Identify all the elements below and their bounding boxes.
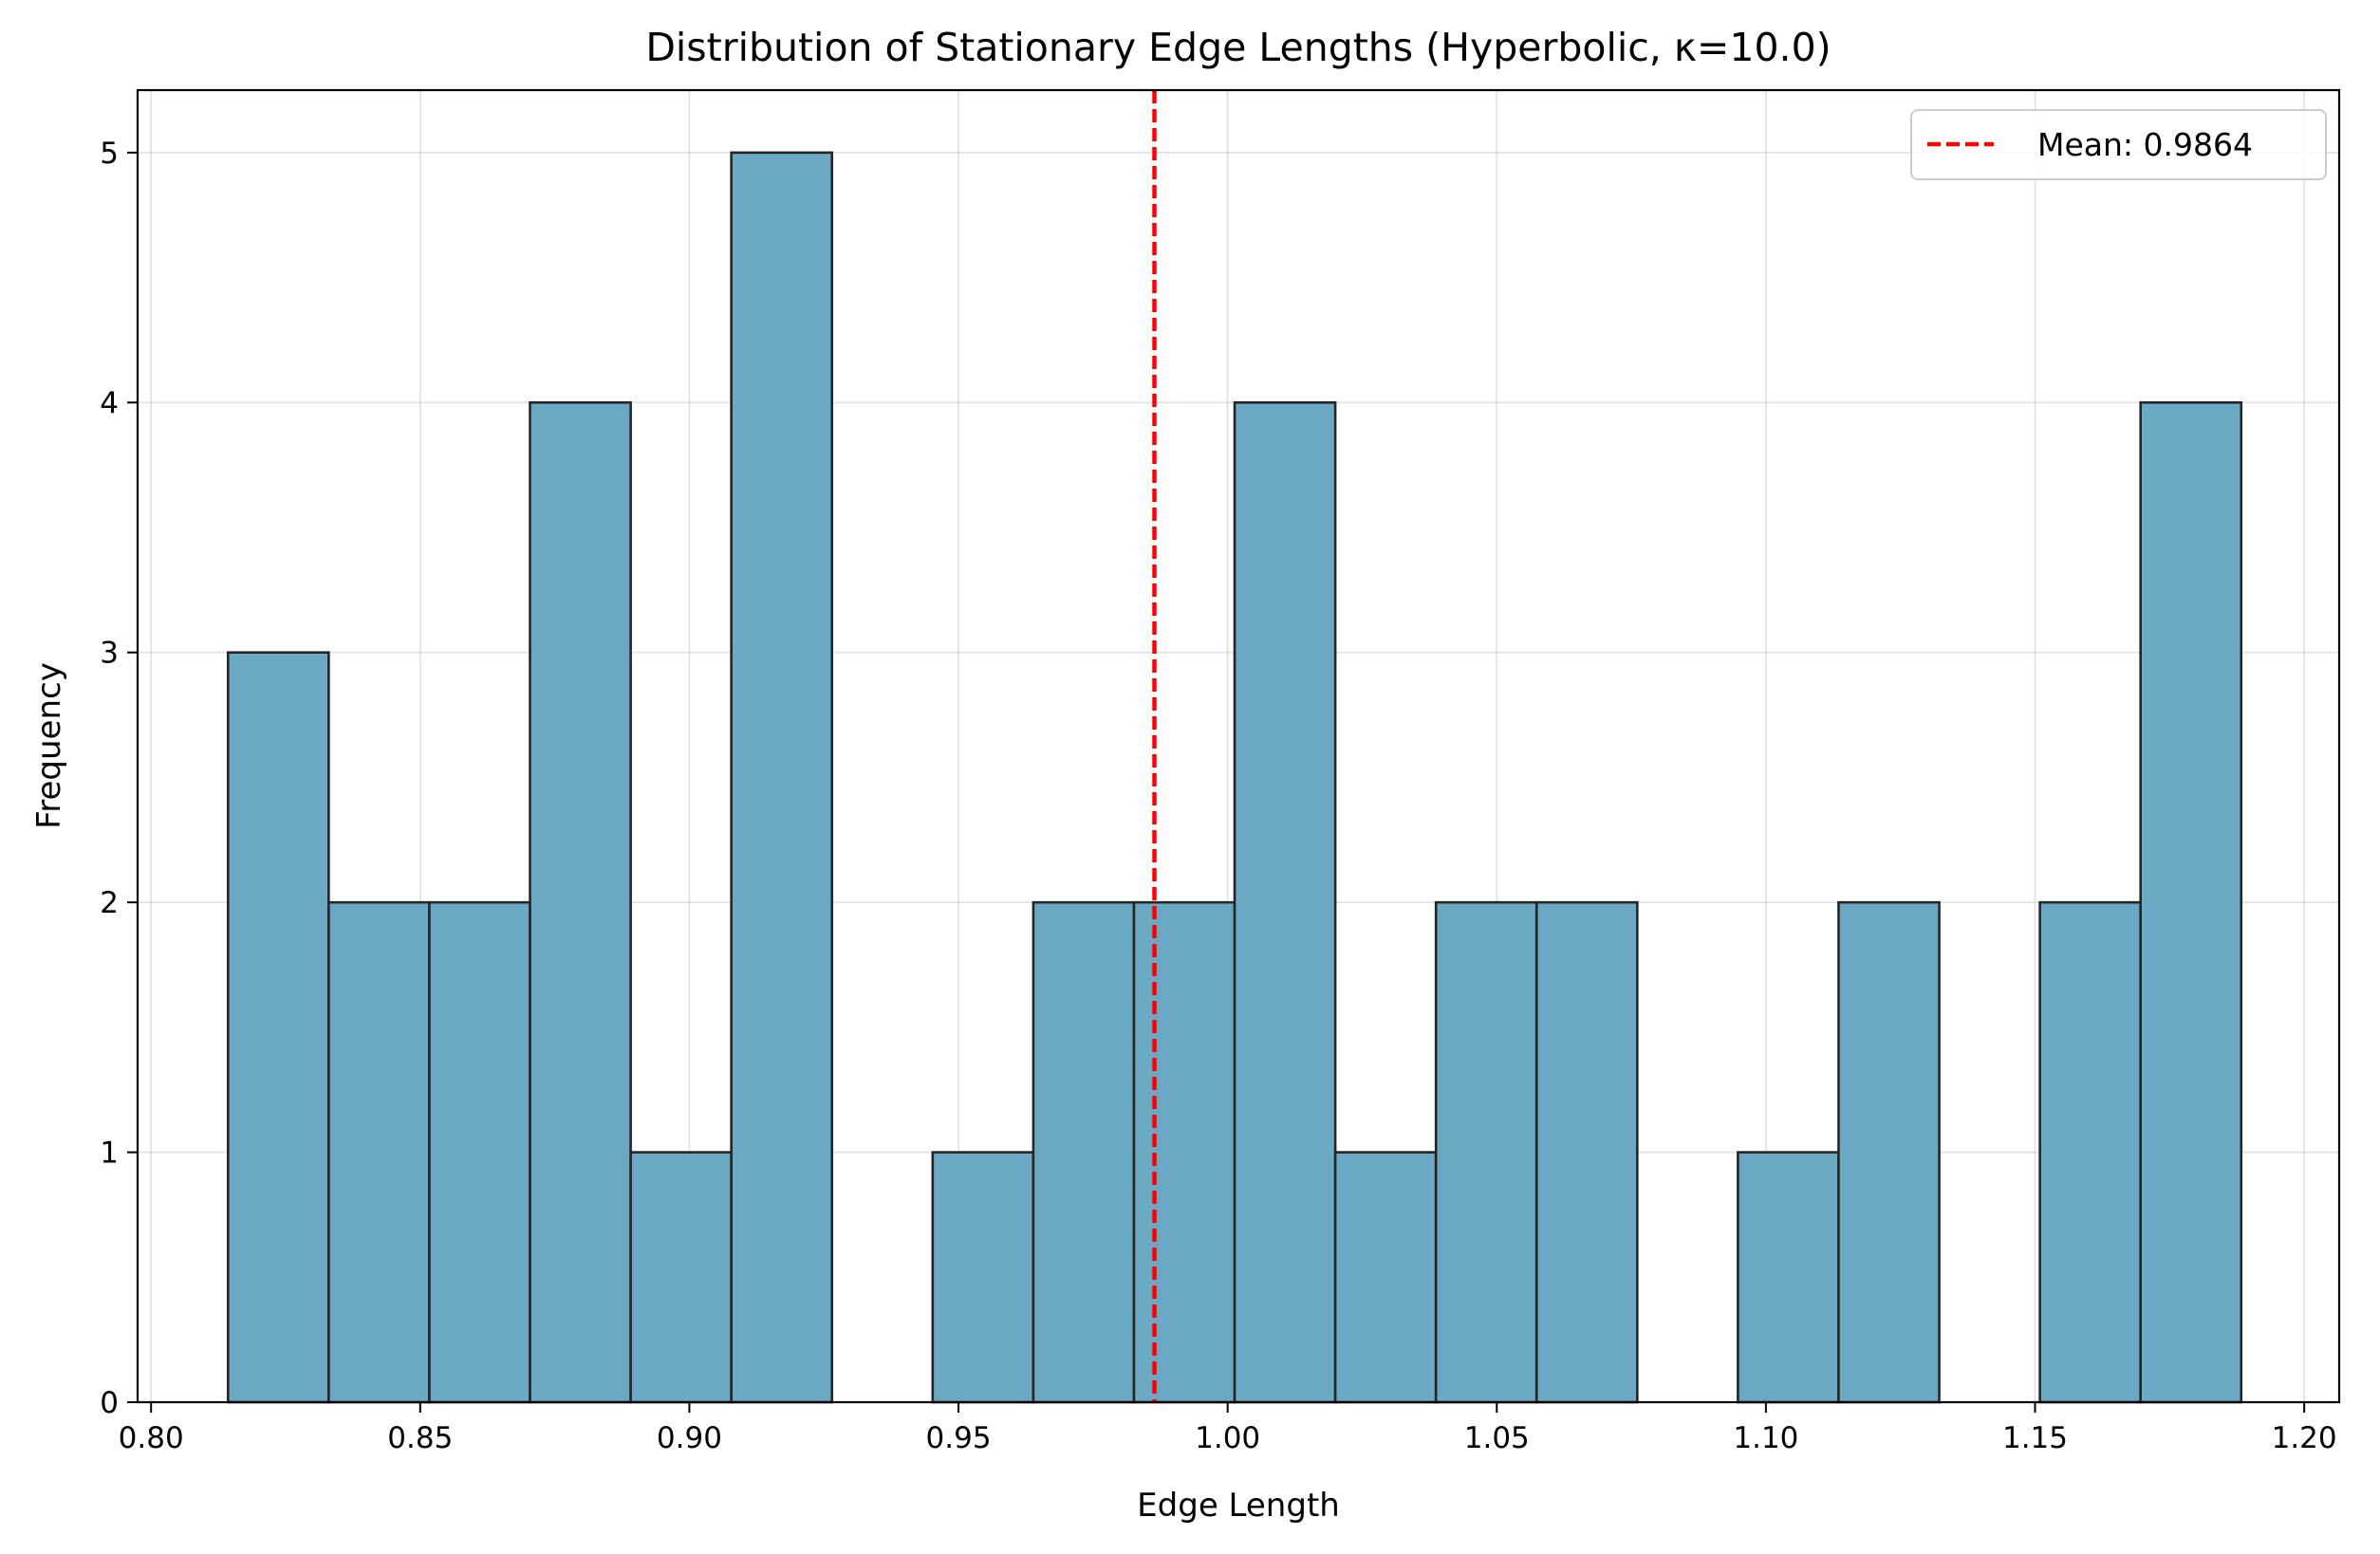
histogram-bar xyxy=(1534,900,1639,1404)
histogram-bar xyxy=(931,1151,1035,1404)
y-tick-label: 4 xyxy=(100,386,119,420)
legend: Mean: 0.9864 xyxy=(1910,109,2327,180)
plot-frame xyxy=(136,88,2341,1404)
y-tick-label: 3 xyxy=(100,637,119,671)
x-axis-label: Edge Length xyxy=(1137,1487,1340,1525)
x-axis-ticks: 0.80 0.85 0.90 0.95 1.00 1.05 1.10 1.15 1.20 xyxy=(119,1402,2337,1455)
legend-box xyxy=(1910,109,2327,180)
y-axis-ticks: 0 1 2 3 4 5 xyxy=(100,137,138,1420)
x-tick-label: 1.20 xyxy=(2272,1421,2337,1455)
x-tick-label: 1.15 xyxy=(2002,1421,2068,1455)
legend-mean-label: Mean: 0.9864 xyxy=(2037,126,2253,163)
histogram-bar xyxy=(1132,900,1236,1404)
y-tick-label: 1 xyxy=(100,1137,119,1171)
x-tick-label: 1.00 xyxy=(1195,1421,1260,1455)
x-tick-label: 0.90 xyxy=(657,1421,722,1455)
histogram-bar xyxy=(1333,1151,1438,1404)
x-tick-label: 1.10 xyxy=(1733,1421,1798,1455)
x-tick-label: 0.85 xyxy=(387,1421,453,1455)
histogram-bar xyxy=(730,151,834,1404)
x-tick-label: 0.80 xyxy=(119,1421,184,1455)
histogram-bar xyxy=(2139,400,2243,1404)
histogram-bar xyxy=(1737,1151,1840,1404)
histogram-bar xyxy=(1434,900,1538,1404)
histogram-bar xyxy=(1233,400,1337,1404)
histogram-bar xyxy=(529,400,632,1404)
chart-title: Distribution of Stationary Edge Lengths … xyxy=(645,25,1831,70)
y-tick-label: 5 xyxy=(100,137,119,171)
y-tick-label: 0 xyxy=(100,1386,119,1420)
histogram-bar xyxy=(327,900,431,1404)
x-tick-label: 1.05 xyxy=(1464,1421,1530,1455)
y-axis-label: Frequency xyxy=(30,662,68,829)
histogram-bar xyxy=(2038,900,2142,1404)
histogram-bar xyxy=(428,900,531,1404)
histogram-bar xyxy=(226,651,330,1404)
histogram-bar xyxy=(1837,900,1941,1404)
histogram-bar xyxy=(629,1151,733,1404)
x-tick-label: 0.95 xyxy=(926,1421,992,1455)
histogram-bar xyxy=(1032,900,1136,1404)
histogram-bars xyxy=(226,151,2243,1404)
y-tick-label: 2 xyxy=(100,886,119,920)
